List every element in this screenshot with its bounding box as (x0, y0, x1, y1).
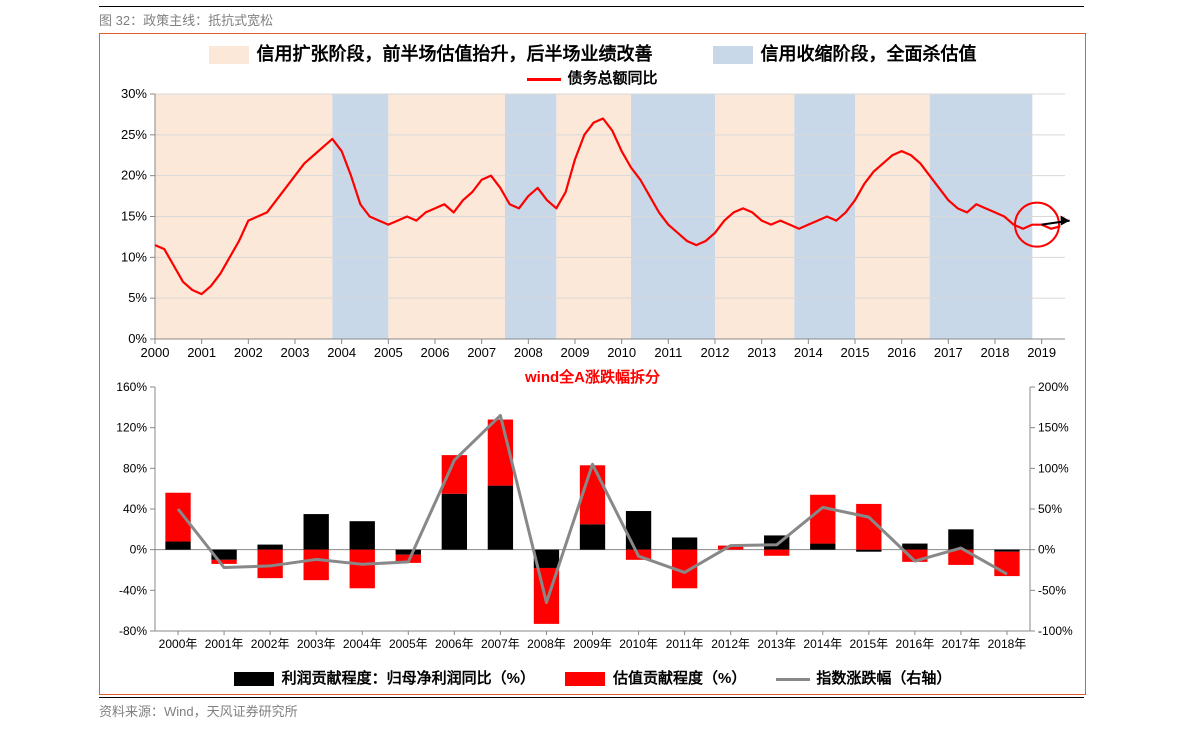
svg-text:-100%: -100% (1038, 624, 1073, 638)
svg-text:2005: 2005 (374, 345, 403, 360)
legend-index: 指数涨跌幅（右轴） (776, 667, 951, 688)
svg-text:15%: 15% (121, 209, 147, 224)
svg-text:50%: 50% (1038, 502, 1062, 516)
top-chart: 0% 5% 10% 15% 20% 25% 30% 2000 2001 2002 2003 2004 2… (100, 89, 1085, 369)
svg-text:2012: 2012 (701, 345, 730, 360)
phase-legend: 信用扩张阶段，前半场估值抬升，后半场业绩改善 信用收缩阶段，全面杀估值 (100, 40, 1085, 66)
svg-text:2018年: 2018年 (988, 637, 1027, 651)
svg-text:-80%: -80% (119, 624, 147, 638)
svg-text:2014: 2014 (794, 345, 823, 360)
svg-text:2002: 2002 (234, 345, 263, 360)
svg-text:2008: 2008 (514, 345, 543, 360)
svg-text:200%: 200% (1038, 380, 1069, 394)
svg-text:25%: 25% (121, 127, 147, 142)
svg-text:80%: 80% (123, 461, 147, 475)
svg-text:2000年: 2000年 (159, 637, 198, 651)
svg-text:2000: 2000 (141, 345, 170, 360)
svg-text:2016年: 2016年 (896, 637, 935, 651)
svg-text:2004年: 2004年 (343, 637, 382, 651)
svg-text:2008年: 2008年 (527, 637, 566, 651)
svg-text:0%: 0% (130, 543, 148, 557)
svg-text:2017: 2017 (934, 345, 963, 360)
source-text: 资料来源：Wind，天风证券研究所 (99, 701, 1084, 720)
svg-text:2016: 2016 (887, 345, 916, 360)
svg-text:160%: 160% (116, 380, 147, 394)
svg-text:-50%: -50% (1038, 583, 1066, 597)
svg-text:2010: 2010 (607, 345, 636, 360)
debt-yoy-legend: 债务总额同比 (100, 67, 1085, 88)
svg-text:40%: 40% (123, 502, 147, 516)
svg-text:30%: 30% (121, 89, 147, 101)
bottom-chart: -80% -40% 0% 40% 80% 120% 160% -100% -50% 0% 50% 10… (100, 379, 1085, 659)
svg-text:2003: 2003 (281, 345, 310, 360)
svg-text:2013: 2013 (747, 345, 776, 360)
svg-text:150%: 150% (1038, 421, 1069, 435)
legend-contraction: 信用收缩阶段，全面杀估值 (713, 40, 977, 66)
svg-text:2014年: 2014年 (803, 637, 842, 651)
svg-text:2013年: 2013年 (757, 637, 796, 651)
svg-text:2007: 2007 (467, 345, 496, 360)
svg-text:100%: 100% (1038, 461, 1069, 475)
svg-text:2010年: 2010年 (619, 637, 658, 651)
svg-text:2015: 2015 (841, 345, 870, 360)
svg-text:2001年: 2001年 (205, 637, 244, 651)
figure-header: 图 32：政策主线：抵抗式宽松 (99, 6, 1084, 29)
svg-text:2005年: 2005年 (389, 637, 428, 651)
legend-expansion: 信用扩张阶段，前半场估值抬升，后半场业绩改善 (209, 40, 653, 66)
svg-text:20%: 20% (121, 168, 147, 183)
legend-valuation: 估值贡献程度（%） (565, 667, 746, 688)
svg-text:2015年: 2015年 (849, 637, 888, 651)
svg-text:2001: 2001 (187, 345, 216, 360)
figure-footer: 资料来源：Wind，天风证券研究所 (99, 697, 1084, 720)
figure-caption: 图 32：政策主线：抵抗式宽松 (99, 10, 1084, 29)
svg-text:2012年: 2012年 (711, 637, 750, 651)
svg-text:120%: 120% (116, 421, 147, 435)
svg-text:2007年: 2007年 (481, 637, 520, 651)
svg-text:2011年: 2011年 (666, 637, 704, 651)
bottom-legend: 利润贡献程度：归母净利润同比（%） 估值贡献程度（%） 指数涨跌幅（右轴） (100, 667, 1085, 688)
svg-text:2002年: 2002年 (251, 637, 290, 651)
svg-text:2004: 2004 (327, 345, 356, 360)
svg-text:0%: 0% (1038, 543, 1056, 557)
svg-text:2006: 2006 (421, 345, 450, 360)
svg-text:5%: 5% (128, 290, 147, 305)
svg-text:-40%: -40% (119, 583, 147, 597)
chart-panel: 信用扩张阶段，前半场估值抬升，后半场业绩改善 信用收缩阶段，全面杀估值 债务总额… (99, 33, 1086, 695)
svg-text:2018: 2018 (981, 345, 1010, 360)
svg-text:2009: 2009 (561, 345, 590, 360)
svg-text:2006年: 2006年 (435, 637, 474, 651)
svg-text:2003年: 2003年 (297, 637, 336, 651)
svg-text:2019: 2019 (1027, 345, 1056, 360)
legend-profit: 利润贡献程度：归母净利润同比（%） (234, 667, 535, 688)
svg-text:2009年: 2009年 (573, 637, 612, 651)
svg-text:10%: 10% (121, 249, 147, 264)
svg-text:2011: 2011 (654, 345, 682, 360)
svg-text:0%: 0% (128, 331, 147, 346)
svg-text:2017年: 2017年 (942, 637, 981, 651)
